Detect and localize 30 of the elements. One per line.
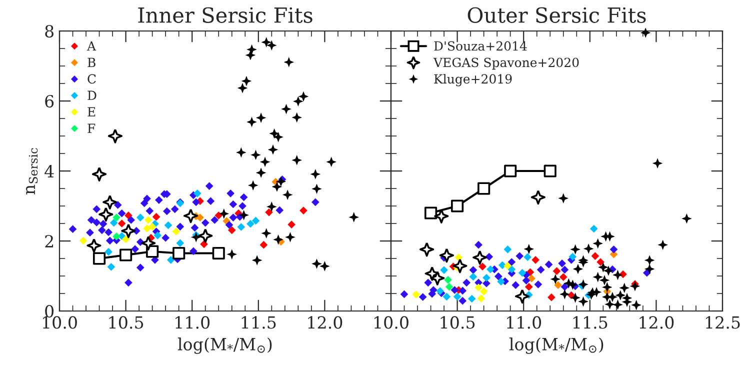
x-axis-title: log(M$_{*}$/M$_{⊙}$) <box>178 338 272 354</box>
x-tick-label: 12.5 <box>706 316 740 329</box>
chart-title: Outer Sersic Fits <box>468 7 646 23</box>
legend-label: C <box>88 74 96 84</box>
legend-label: VEGAS Spavone+2020 <box>433 58 579 70</box>
x-tick-label: 11.5 <box>242 316 276 329</box>
legend-label: E <box>88 107 96 116</box>
x-tick-label: 10.0 <box>374 316 408 329</box>
x-tick-label: 11.0 <box>176 316 210 329</box>
x-tick-label: 10.5 <box>440 316 475 329</box>
y-tick-label: 4 <box>44 164 54 178</box>
y-tick-label: 8 <box>45 24 54 38</box>
legend-label: D'Souza+2014 <box>434 41 527 51</box>
y-tick-label: 2 <box>45 234 54 248</box>
chart-title: Inner Sersic Fits <box>138 7 312 23</box>
y-axis-title: n$_{Sersic}$ <box>26 148 38 194</box>
y-tick-label: 6 <box>45 94 54 108</box>
legend-label: A <box>86 41 96 50</box>
x-axis-title: log(M$_{*}$/M$_{⊙}$) <box>509 338 604 354</box>
legend-label: F <box>88 124 96 133</box>
x-tick-label: 10.5 <box>109 316 144 329</box>
legend-label: B <box>88 58 96 67</box>
y-tick-label: 0 <box>45 304 54 318</box>
legend-label: D <box>88 90 96 100</box>
x-tick-label: 11.5 <box>573 316 608 329</box>
legend-label: Kluge+2019 <box>434 74 512 86</box>
x-tick-label: 10.0 <box>42 316 77 329</box>
x-tick-label: 12.0 <box>308 316 342 329</box>
x-tick-label: 11.0 <box>507 316 542 329</box>
x-tick-label: 12.0 <box>640 316 674 329</box>
